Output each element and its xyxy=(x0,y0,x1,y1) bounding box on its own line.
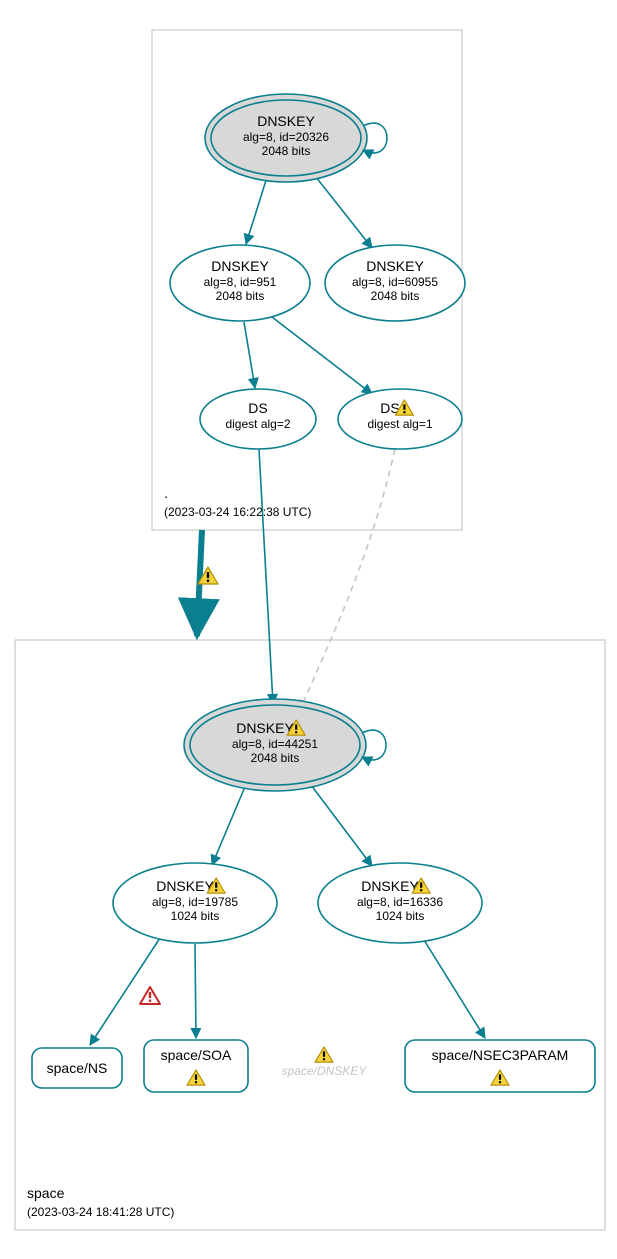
node-line: alg=8, id=16336 xyxy=(357,895,443,909)
node-ds2: DSdigest alg=1 xyxy=(338,389,462,449)
edge xyxy=(312,172,372,248)
edge xyxy=(272,317,372,394)
node-title: space/NSEC3PARAM xyxy=(432,1047,569,1063)
zone-label: space xyxy=(27,1185,65,1201)
zone-timestamp: (2023-03-24 16:22:38 UTC) xyxy=(164,505,311,519)
node-line: 2048 bits xyxy=(371,289,420,303)
node-root_zsk2: DNSKEYalg=8, id=609552048 bits xyxy=(325,245,465,321)
error-icon xyxy=(140,987,160,1004)
node-line: 2048 bits xyxy=(216,289,265,303)
edge xyxy=(246,174,268,244)
node-root_zsk1: DNSKEYalg=8, id=9512048 bits xyxy=(170,245,310,321)
node-title: DNSKEY xyxy=(366,258,424,274)
edge xyxy=(212,782,247,865)
edge xyxy=(424,940,485,1038)
edge xyxy=(195,944,196,1038)
node-root_ksk: DNSKEYalg=8, id=203262048 bits xyxy=(205,94,387,182)
node-line: 1024 bits xyxy=(376,909,425,923)
edge xyxy=(300,449,395,710)
edge xyxy=(308,781,372,866)
node-space_zsk1: DNSKEYalg=8, id=197851024 bits xyxy=(113,863,277,943)
node-ds1: DSdigest alg=2 xyxy=(200,389,316,449)
node-line: 2048 bits xyxy=(262,144,311,158)
edge xyxy=(244,322,255,388)
node-title-faded: space/DNSKEY xyxy=(282,1064,368,1078)
node-title: DNSKEY xyxy=(361,878,419,894)
node-line: digest alg=2 xyxy=(225,417,290,431)
node-title: DNSKEY xyxy=(257,113,315,129)
node-line: alg=8, id=44251 xyxy=(232,737,318,751)
node-space_ksk: DNSKEYalg=8, id=442512048 bits xyxy=(184,699,386,791)
edge xyxy=(259,449,273,704)
node-title: DS xyxy=(248,400,267,416)
node-line: alg=8, id=60955 xyxy=(352,275,438,289)
zone-label: . xyxy=(164,485,168,501)
node-line: 2048 bits xyxy=(251,751,300,765)
node-line: alg=8, id=19785 xyxy=(152,895,238,909)
node-rr_ns: space/NS xyxy=(32,1048,122,1088)
node-title: DNSKEY xyxy=(236,720,294,736)
node-title: DNSKEY xyxy=(211,258,269,274)
zone-timestamp: (2023-03-24 18:41:28 UTC) xyxy=(27,1205,174,1219)
node-rr_dnskey_faded: space/DNSKEY xyxy=(282,1064,368,1078)
warning-icon xyxy=(315,1047,333,1062)
node-title: space/NS xyxy=(47,1060,108,1076)
node-title: space/SOA xyxy=(161,1047,232,1063)
node-line: digest alg=1 xyxy=(367,417,432,431)
node-title: DNSKEY xyxy=(156,878,214,894)
node-line: alg=8, id=951 xyxy=(204,275,277,289)
node-line: alg=8, id=20326 xyxy=(243,130,329,144)
node-space_zsk2: DNSKEYalg=8, id=163361024 bits xyxy=(318,863,482,943)
node-line: 1024 bits xyxy=(171,909,220,923)
